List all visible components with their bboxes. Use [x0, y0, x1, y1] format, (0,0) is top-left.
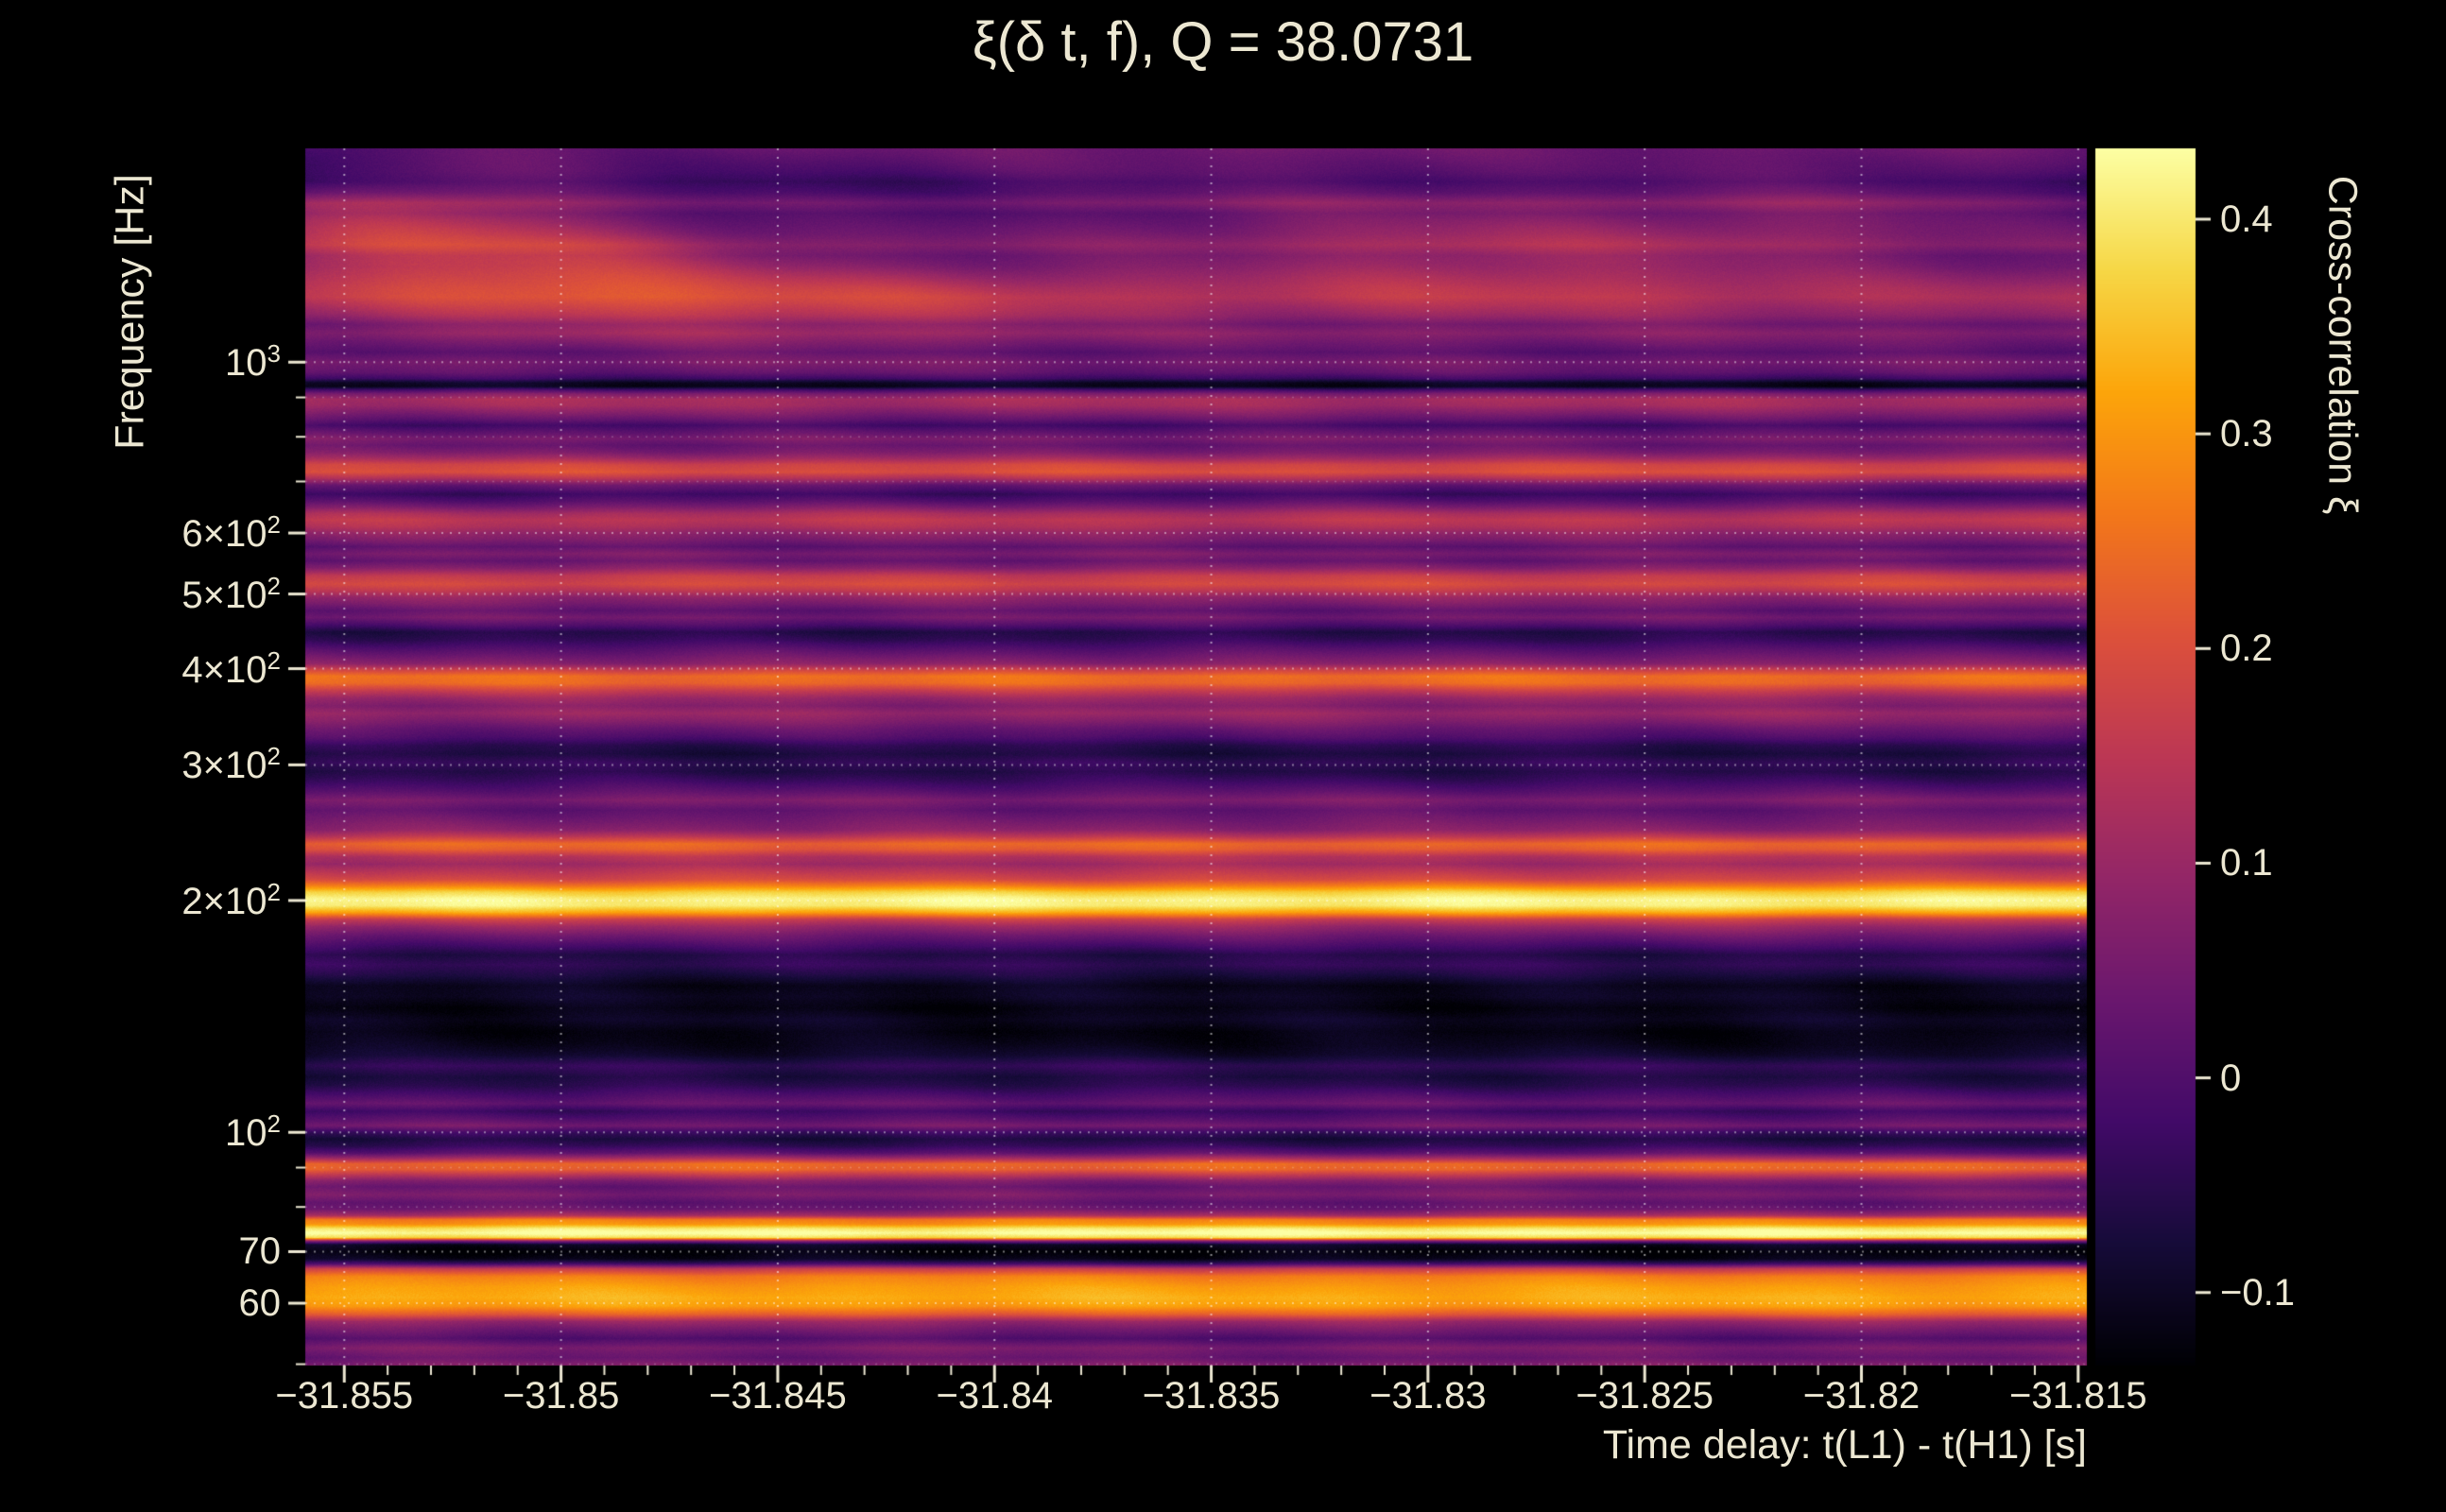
x-axis-label: Time delay: t(L1) - t(H1) [s]	[1602, 1422, 2087, 1468]
x-tick-label: −31.835	[1142, 1375, 1281, 1417]
x-tick-label: −31.83	[1369, 1375, 1487, 1417]
chart-title: ξ(δ t, f), Q = 38.0731	[972, 11, 1474, 73]
x-tick-label: −31.845	[709, 1375, 847, 1417]
y-tick-label: 4×102	[181, 645, 281, 691]
y-tick-label: 2×102	[181, 877, 281, 923]
colorbar-tick-label: −0.1	[2220, 1271, 2295, 1314]
y-axis-label: Frequency [Hz]	[107, 174, 153, 450]
colorbar-tick-label: 0.4	[2220, 198, 2273, 240]
colorbar-tick-label: 0.1	[2220, 842, 2273, 885]
y-tick-label: 60	[238, 1282, 282, 1325]
y-tick-label: 3×102	[181, 742, 281, 787]
y-tick-label: 103	[225, 339, 281, 385]
x-tick-label: −31.815	[2008, 1375, 2147, 1417]
y-tick-label: 6×102	[181, 509, 281, 556]
x-tick-label: −31.825	[1576, 1375, 1714, 1417]
y-tick-label: 102	[225, 1109, 281, 1155]
y-tick-label: 70	[238, 1230, 282, 1273]
x-tick-label: −31.85	[502, 1375, 620, 1417]
colorbar-tick-label: 0.2	[2220, 627, 2273, 670]
y-tick-label: 5×102	[181, 571, 281, 616]
colorbar-label: Cross-correlation ξ	[2319, 175, 2366, 515]
x-tick-label: −31.82	[1802, 1375, 1921, 1417]
x-tick-label: −31.84	[936, 1375, 1053, 1417]
x-tick-label: −31.855	[275, 1375, 414, 1417]
colorbar-tick-label: 0	[2220, 1057, 2242, 1099]
colorbar-tick-label: 0.3	[2220, 413, 2273, 455]
